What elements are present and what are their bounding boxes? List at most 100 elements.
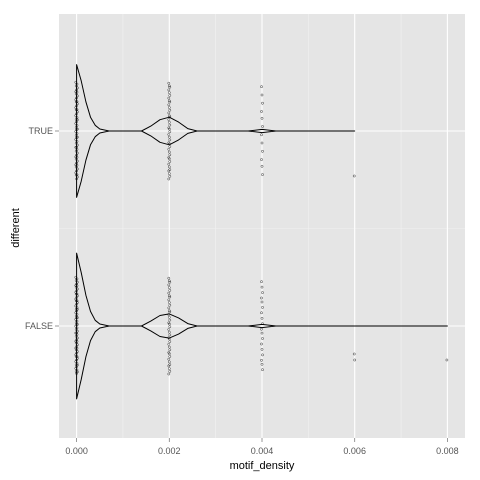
data-point: [167, 286, 171, 289]
data-point: [74, 80, 78, 84]
data-point: [167, 135, 171, 139]
y-tick-label: TRUE: [29, 126, 54, 136]
data-point: [260, 110, 263, 113]
data-point: [167, 169, 171, 173]
data-point: [260, 280, 263, 284]
data-point: [260, 158, 263, 161]
data-point: [260, 311, 263, 315]
data-point: [167, 364, 171, 368]
data-point: [260, 358, 263, 362]
data-point: [74, 284, 78, 287]
x-tick-label: 0.004: [251, 446, 274, 456]
data-point: [74, 307, 78, 311]
data-point: [168, 355, 172, 358]
data-point: [168, 123, 172, 127]
x-tick-label: 0.006: [343, 446, 366, 456]
data-point: [261, 291, 264, 294]
data-point: [260, 296, 263, 300]
data-point: [167, 328, 171, 331]
data-point: [168, 348, 172, 352]
data-point: [167, 352, 171, 356]
data-point: [261, 337, 264, 340]
data-point: [167, 313, 171, 316]
violins: [76, 64, 448, 400]
data-point: [167, 276, 171, 280]
data-point: [74, 165, 78, 169]
data-point: [74, 108, 78, 112]
data-point: [167, 106, 171, 109]
data-point: [260, 164, 264, 168]
data-point: [261, 322, 264, 326]
data-point: [168, 340, 172, 343]
data-point: [74, 146, 78, 149]
data-point: [167, 279, 171, 283]
data-point: [167, 367, 171, 370]
data-point: [261, 173, 264, 176]
x-tick-label: 0.000: [65, 446, 88, 456]
grid-minor-lines: [59, 14, 465, 438]
x-tick-label: 0.008: [436, 446, 459, 456]
data-point: [74, 346, 78, 350]
data-point: [167, 360, 171, 364]
data-point: [260, 316, 264, 320]
violin-true: [76, 64, 356, 198]
data-point: [168, 153, 172, 157]
data-point: [74, 141, 78, 145]
data-point: [74, 370, 78, 374]
data-point: [167, 301, 171, 304]
data-point: [168, 333, 172, 337]
data-point: [352, 174, 356, 178]
data-point: [168, 289, 172, 292]
data-points: [74, 80, 449, 376]
data-point: [167, 157, 171, 161]
data-point: [75, 372, 78, 375]
data-point: [168, 115, 172, 119]
data-point: [168, 94, 172, 97]
data-point: [74, 92, 78, 96]
data-point: [167, 103, 171, 107]
violin-false: [76, 252, 448, 400]
data-point: [167, 150, 171, 154]
data-point: [261, 101, 264, 105]
data-point: [167, 111, 171, 115]
data-point: [167, 118, 171, 121]
data-point: [168, 100, 172, 104]
y-axis-title: different: [10, 208, 22, 248]
data-point: [167, 322, 171, 326]
data-point: [167, 177, 171, 181]
data-point: [74, 100, 78, 104]
data-point: [74, 149, 78, 153]
data-point: [260, 285, 264, 289]
data-point: [167, 298, 171, 302]
data-point: [260, 348, 264, 351]
data-point: [74, 173, 78, 177]
data-point: [261, 353, 264, 357]
data-point: [260, 141, 264, 145]
data-point: [168, 295, 172, 299]
data-point: [445, 358, 449, 362]
data-point: [260, 331, 264, 335]
data-point: [260, 342, 263, 346]
data-point: [74, 84, 78, 88]
data-point: [168, 130, 172, 134]
data-point: [353, 358, 357, 362]
data-point: [74, 157, 78, 161]
data-point: [261, 368, 264, 372]
data-point: [352, 352, 356, 356]
data-point: [167, 81, 171, 85]
y-tick-label: FALSE: [25, 321, 53, 331]
data-point: [167, 88, 171, 92]
data-point: [167, 342, 171, 346]
data-point: [167, 162, 171, 166]
data-point: [168, 85, 172, 89]
data-point: [168, 280, 172, 284]
data-point: [74, 122, 78, 125]
data-point: [260, 116, 264, 120]
data-point: [167, 165, 171, 169]
data-point: [261, 306, 264, 309]
data-point: [167, 120, 171, 124]
data-point: [167, 147, 171, 151]
data-point: [74, 339, 78, 343]
data-point: [167, 91, 171, 94]
